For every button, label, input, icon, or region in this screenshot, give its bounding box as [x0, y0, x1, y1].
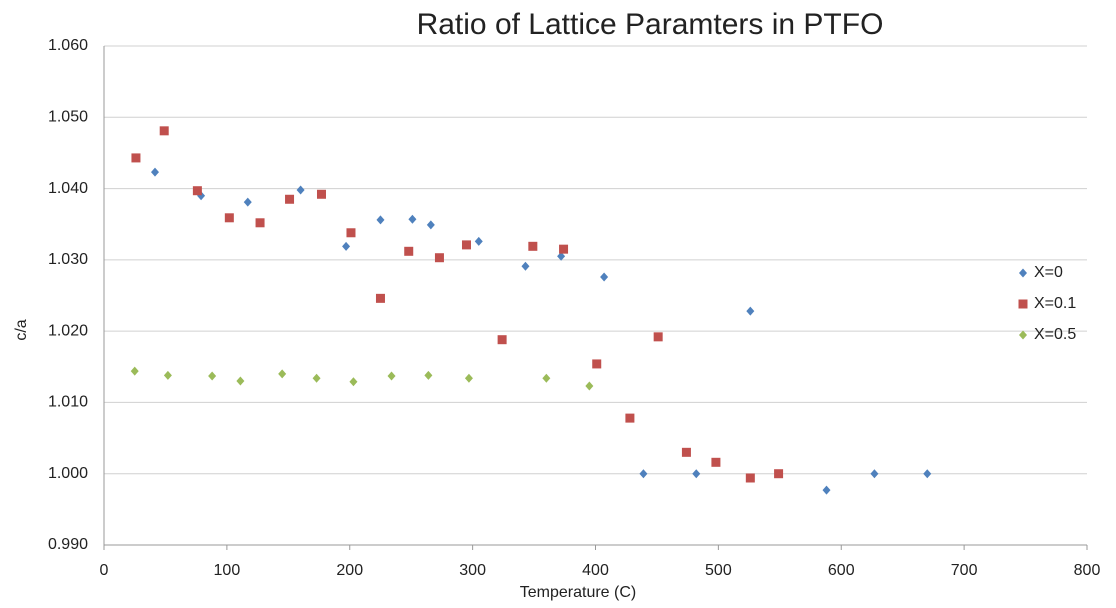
point: [692, 469, 701, 479]
point: [592, 359, 602, 369]
point: [255, 218, 265, 228]
point: [163, 370, 172, 380]
point: [521, 261, 530, 271]
point: [653, 332, 663, 342]
x-tick-label: 600: [828, 562, 855, 579]
point: [870, 469, 879, 479]
x-axis-label: Temperature (C): [520, 584, 636, 601]
y-tick-label: 0.990: [48, 536, 88, 553]
point: [387, 371, 396, 381]
point: [243, 197, 252, 207]
point: [404, 246, 414, 256]
point: [296, 185, 305, 195]
point: [497, 335, 507, 345]
point: [131, 153, 141, 163]
y-tick-label: 1.000: [48, 465, 88, 482]
legend-marker: [1018, 299, 1028, 309]
y-axis-label: c/a: [13, 319, 30, 340]
point: [745, 473, 755, 483]
point: [408, 214, 417, 224]
point: [774, 469, 784, 479]
y-tick-label: 1.050: [48, 109, 88, 126]
legend-label: X=0: [1034, 264, 1063, 281]
point: [557, 251, 566, 261]
chart-title: Ratio of Lattice Paramters in PTFO: [417, 8, 884, 41]
point: [312, 373, 321, 383]
point: [346, 228, 356, 238]
y-tick-label: 1.010: [48, 394, 88, 411]
point: [150, 167, 159, 177]
point: [424, 370, 433, 380]
point: [316, 189, 326, 199]
point: [376, 215, 385, 225]
point: [528, 241, 538, 251]
x-tick-label: 200: [336, 562, 363, 579]
y-tick-label: 1.020: [48, 322, 88, 339]
point: [130, 366, 139, 376]
legend-marker: [1019, 330, 1027, 340]
x-tick-label: 0: [100, 562, 109, 579]
x-tick-label: 500: [705, 562, 732, 579]
point: [434, 253, 444, 263]
point: [746, 306, 755, 316]
point: [681, 447, 691, 457]
point: [208, 371, 217, 381]
y-tick-label: 1.030: [48, 251, 88, 268]
point: [285, 194, 295, 204]
point: [923, 469, 932, 479]
point: [342, 241, 351, 251]
legend-marker: [1019, 268, 1027, 278]
point: [585, 381, 594, 391]
point: [600, 272, 609, 282]
point: [278, 369, 287, 379]
point: [159, 126, 169, 136]
point: [639, 469, 648, 479]
y-tick-label: 1.060: [48, 37, 88, 54]
point: [542, 373, 551, 383]
x-tick-label: 800: [1074, 562, 1101, 579]
point: [426, 220, 435, 230]
legend-label: X=0.1: [1034, 295, 1076, 312]
point: [711, 457, 721, 467]
point: [822, 485, 831, 495]
y-tick-label: 1.040: [48, 180, 88, 197]
x-tick-label: 100: [214, 562, 241, 579]
point: [349, 377, 358, 387]
x-tick-label: 700: [951, 562, 978, 579]
point: [625, 413, 635, 423]
legend-label: X=0.5: [1034, 326, 1076, 343]
point: [461, 240, 471, 250]
point: [474, 236, 483, 246]
point: [224, 213, 234, 223]
point: [236, 376, 245, 386]
x-tick-label: 400: [582, 562, 609, 579]
point: [375, 293, 385, 303]
point: [464, 373, 473, 383]
point: [559, 244, 569, 254]
x-tick-label: 300: [459, 562, 486, 579]
point: [192, 186, 202, 196]
